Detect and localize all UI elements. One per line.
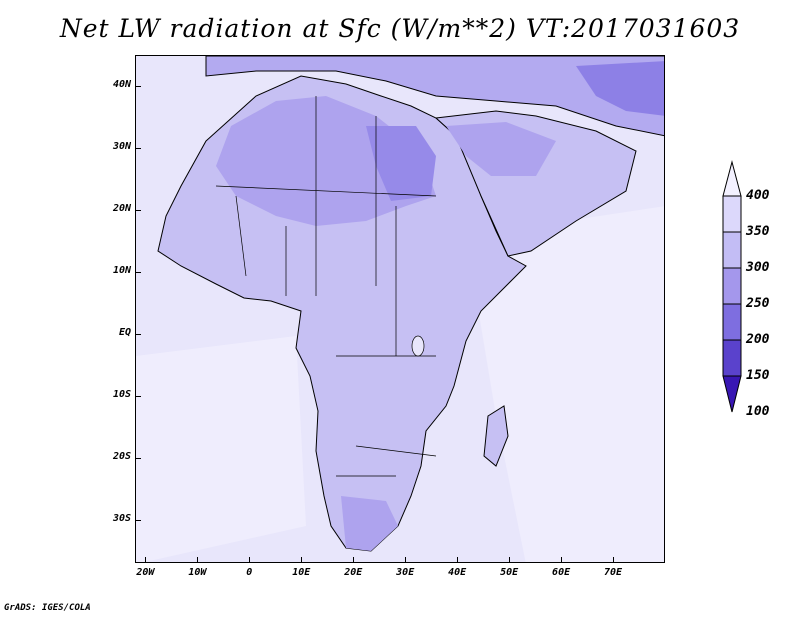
lon-tick-mark — [613, 557, 615, 563]
lat-tick-label: 40N — [112, 78, 131, 90]
lon-tick-mark — [249, 557, 251, 563]
himalaya-dark-region — [576, 61, 664, 116]
lon-tick-mark — [509, 557, 511, 563]
colorbar-segment — [722, 267, 742, 305]
lat-tick-mark — [135, 395, 141, 397]
colorbar-label: 100 — [746, 404, 770, 419]
madagascar — [483, 405, 509, 467]
radiation-map — [136, 56, 664, 562]
lat-tick-label: 20N — [112, 202, 131, 214]
lon-tick-mark — [197, 557, 199, 563]
colorbar-label: 350 — [746, 224, 770, 239]
colorbar-segment — [722, 231, 742, 269]
lat-tick-mark — [135, 333, 141, 335]
lat-tick-mark — [135, 271, 141, 273]
lon-tick-label: 10E — [292, 567, 311, 578]
lat-tick-label: 30N — [112, 140, 131, 152]
lon-tick-label: 60E — [552, 567, 571, 578]
lat-tick-label: 10S — [112, 388, 131, 400]
lat-tick-mark — [135, 85, 141, 87]
lat-tick-label: 30S — [112, 512, 131, 524]
colorbar-segment — [722, 339, 742, 377]
lon-tick-label: 10W — [188, 567, 207, 578]
colorbar-label: 150 — [746, 368, 770, 383]
map-title: Net LW radiation at Sfc (W/m**2) VT:2017… — [59, 14, 741, 43]
egypt-dark-region — [366, 126, 436, 201]
lon-tick-label: 20W — [136, 567, 155, 578]
lon-tick-mark — [301, 557, 303, 563]
lat-tick-mark — [135, 147, 141, 149]
colorbar-extend-top — [722, 160, 742, 197]
lat-tick-label: 20S — [112, 450, 131, 462]
country-borders — [215, 96, 437, 477]
lon-tick-label: 30E — [396, 567, 415, 578]
lon-tick-mark — [457, 557, 459, 563]
lon-tick-mark — [405, 557, 407, 563]
lon-tick-label: 40E — [448, 567, 467, 578]
lon-tick-label: 70E — [604, 567, 623, 578]
lon-tick-label: 50E — [500, 567, 519, 578]
lat-tick-mark — [135, 519, 141, 521]
lon-tick-label: 0 — [246, 567, 253, 578]
lat-tick-label: 10N — [112, 264, 131, 276]
colorbar-label: 300 — [746, 260, 770, 275]
lon-tick-mark — [353, 557, 355, 563]
lake-victoria — [411, 335, 425, 357]
colorbar-segment — [722, 303, 742, 341]
atlantic-light-patch — [136, 336, 306, 562]
lon-tick-mark — [561, 557, 563, 563]
grads-credit: GrADS: IGES/COLA — [4, 603, 91, 613]
south-africa-region — [341, 496, 398, 551]
colorbar-extend-bottom — [722, 375, 742, 413]
lat-tick-mark — [135, 457, 141, 459]
colorbar-label: 200 — [746, 332, 770, 347]
arabia-dark-region — [446, 122, 556, 176]
indian-ocean-light-patch — [466, 206, 664, 562]
europe-asia-landmass — [205, 56, 664, 137]
map-plot-area — [135, 55, 665, 563]
colorbar-label: 250 — [746, 296, 770, 311]
lat-tick-label: EQ — [118, 326, 131, 338]
lat-tick-mark — [135, 209, 141, 211]
colorbar-segment — [722, 195, 742, 233]
colorbar-label: 400 — [746, 188, 770, 203]
lon-tick-label: 20E — [344, 567, 363, 578]
colorbar-graphic — [722, 160, 742, 413]
lon-tick-mark — [145, 557, 147, 563]
